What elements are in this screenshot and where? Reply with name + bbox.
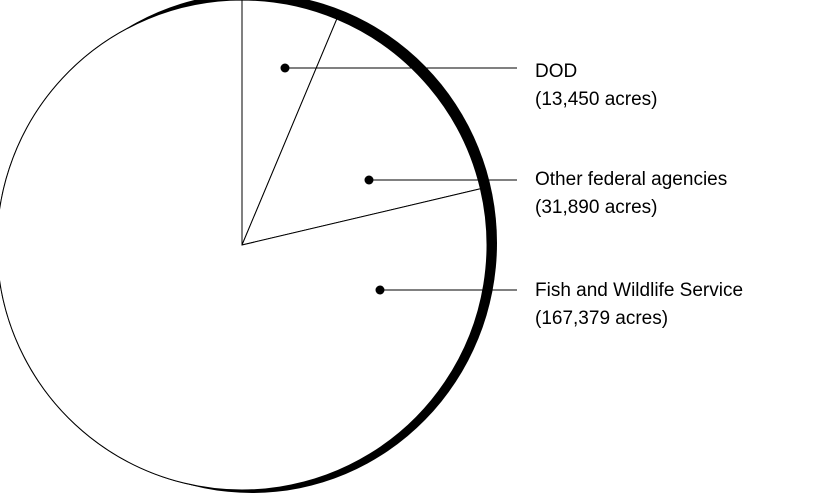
slice-value-2: (31,890 acres)	[535, 197, 658, 218]
slice-value-1: (13,450 acres)	[535, 89, 658, 110]
slice-label-2: Other federal agencies	[535, 169, 727, 190]
pie-slice-2	[241, 18, 482, 246]
slice-value-3: (167,379 acres)	[535, 308, 668, 329]
slice-label-1: DOD	[535, 61, 577, 82]
pie-slices	[0, 0, 488, 491]
slice-label-3: Fish and Wildlife Service	[535, 280, 743, 301]
pie-labels: DOD (13,450 acres) Other federal agencies (…	[280, 61, 743, 329]
pie-slice-3	[0, 0, 488, 491]
